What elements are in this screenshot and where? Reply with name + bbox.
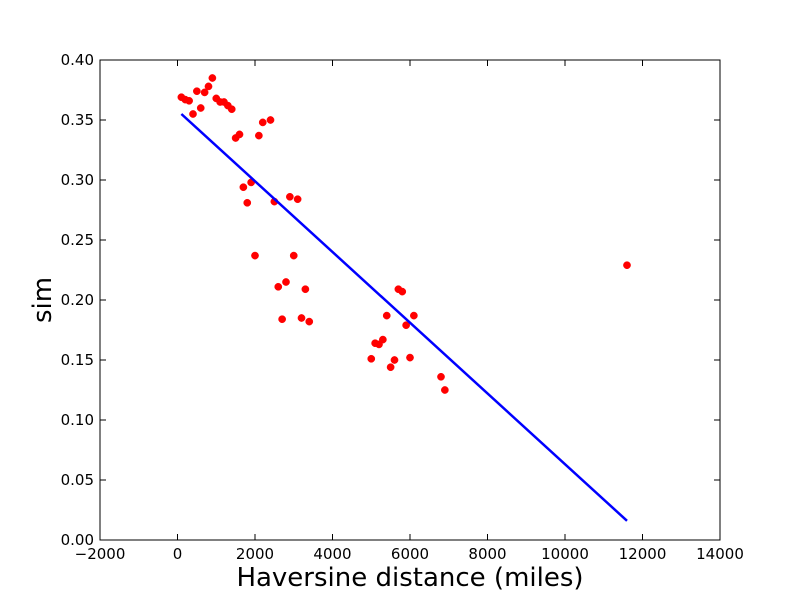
scatter-point (251, 251, 259, 260)
scatter-point (437, 372, 445, 381)
y-tick-label: 0.20 (61, 291, 94, 309)
y-tick-label: 0.40 (61, 51, 94, 69)
y-tick-label: 0.05 (61, 471, 94, 489)
scatter-point (406, 353, 414, 362)
scatter-point (266, 116, 275, 124)
scatter-point (243, 198, 252, 207)
scatter-point (208, 74, 217, 82)
scatter-point (297, 314, 306, 322)
y-tick-label: 0.35 (61, 111, 94, 129)
scatter-point (441, 386, 449, 394)
scatter-point (200, 88, 209, 97)
scatter-point (402, 321, 410, 330)
plot-area (100, 60, 720, 540)
scatter-point (282, 278, 290, 286)
scatter-point (185, 96, 193, 105)
scatter-point (623, 261, 631, 270)
scatter-point (379, 335, 387, 344)
scatter-point (278, 315, 286, 324)
x-tick-label: 12000 (619, 545, 667, 563)
scatter-point (398, 287, 407, 296)
scatter-point (301, 285, 310, 294)
scatter-point (386, 363, 395, 372)
x-tick-label: 0 (173, 545, 183, 563)
scatter-point (227, 105, 236, 114)
x-tick-label: 4000 (313, 545, 351, 563)
scatter-point (235, 130, 244, 139)
scatter-point (189, 110, 197, 118)
scatter-point (286, 192, 294, 201)
scatter-point (193, 87, 201, 96)
scatter-point (204, 82, 213, 91)
scatter-point (367, 354, 376, 363)
y-axis-label: sim (28, 277, 58, 323)
y-tick-label: 0.30 (61, 171, 94, 189)
x-tick-label: −2000 (75, 545, 126, 563)
scatter-point (274, 282, 283, 291)
scatter-point (239, 183, 248, 192)
y-tick-label: 0.10 (61, 411, 94, 429)
scatter-point (382, 311, 391, 320)
x-tick-label: 6000 (391, 545, 429, 563)
data-series (177, 74, 631, 522)
regression-line (180, 113, 628, 522)
scatter-point (258, 118, 267, 127)
x-axis-label: Haversine distance (miles) (236, 563, 583, 593)
scatter-point (289, 251, 298, 260)
x-tick-label: 10000 (541, 545, 589, 563)
scatter-point (255, 131, 263, 140)
y-tick-label: 0.15 (61, 351, 94, 369)
scatter-point (293, 195, 302, 204)
scatter-point (196, 104, 205, 112)
x-tick-label: 2000 (236, 545, 274, 563)
y-tick-label: 0.00 (61, 531, 94, 549)
y-tick-label: 0.25 (61, 231, 94, 249)
scatter-point (305, 317, 314, 326)
scatter-point (390, 356, 399, 364)
x-tick-label: 8000 (468, 545, 506, 563)
axis-tick-labels: −2000 0 2000 4000 6000 8000 10000 12000 14000 0.0… (61, 51, 744, 563)
x-tick-label: 14000 (696, 545, 744, 563)
plot-frame (99, 59, 721, 541)
scatter-point (410, 311, 418, 320)
